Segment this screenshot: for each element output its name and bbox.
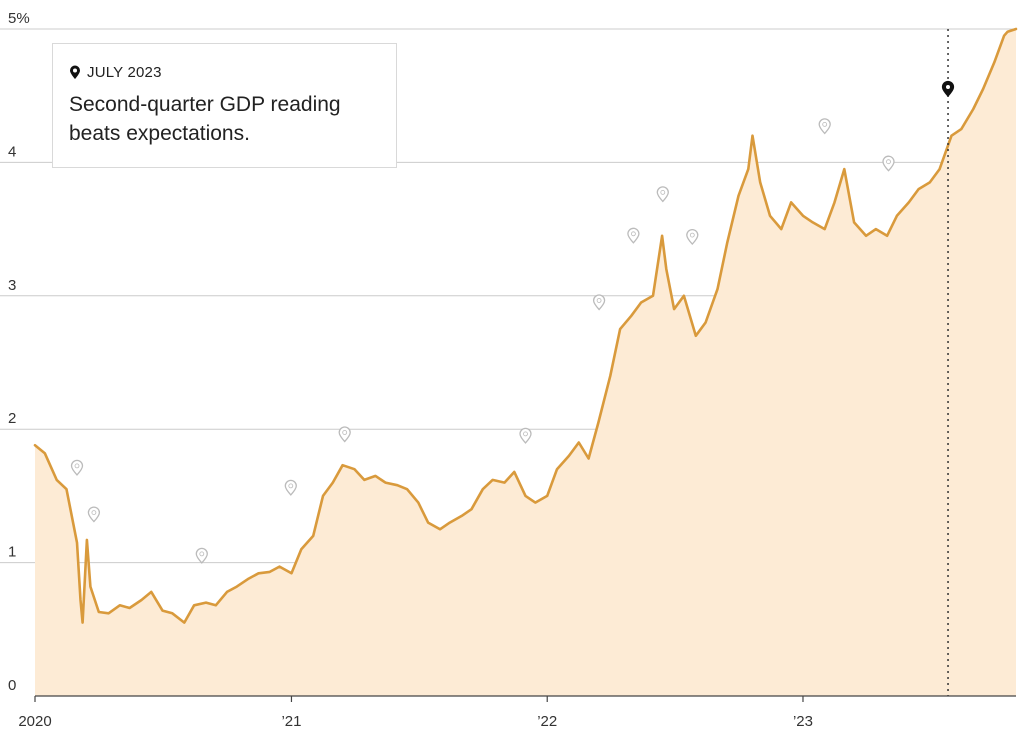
event-marker[interactable] (818, 118, 831, 135)
map-pin-dot (886, 159, 891, 165)
map-pin-dot (660, 189, 666, 195)
y-tick-label: 2 (8, 410, 16, 427)
series-line (33, 27, 1018, 624)
map-pin-dot (596, 298, 602, 303)
event-marker[interactable] (519, 427, 532, 444)
map-pin-dot (74, 463, 80, 469)
map-pin-dot (631, 231, 636, 237)
y-tick-label: 4 (8, 143, 16, 160)
location-pin-icon (70, 65, 80, 79)
map-pin-dot (689, 232, 695, 238)
event-marker[interactable] (195, 547, 208, 564)
y-tick-label: 5% (8, 10, 30, 27)
map-pin-dot (342, 430, 348, 435)
y-tick-label: 0 (8, 677, 16, 694)
map-pin-dot (946, 85, 950, 89)
x-tick-label: ’22 (537, 713, 557, 730)
annotation-callout: JULY 2023 Second-quarter GDP reading bea… (52, 43, 397, 168)
map-pin-dot (91, 510, 97, 515)
area-fill (35, 29, 1016, 696)
event-marker[interactable] (592, 294, 606, 311)
y-tick-label: 3 (8, 277, 16, 294)
event-marker[interactable] (284, 479, 297, 496)
event-marker[interactable] (656, 186, 669, 203)
event-marker[interactable] (70, 459, 84, 476)
annotation-date: JULY 2023 (87, 64, 162, 81)
map-pin-dot (199, 551, 205, 557)
event-marker[interactable] (338, 426, 351, 443)
y-tick-labels: 0 1 2 3 4 5% (8, 10, 30, 694)
map-pin-dot (523, 431, 528, 437)
series-line-path (33, 27, 1018, 624)
event-marker[interactable] (627, 227, 640, 244)
map-pin-dot (822, 122, 828, 127)
event-marker-active[interactable] (941, 80, 955, 97)
annotation-text: Second-quarter GDP reading beats expecta… (69, 93, 341, 145)
annotation-date-row: JULY 2023 (69, 64, 380, 81)
area-fill-shape (35, 29, 1016, 696)
y-tick-label: 1 (8, 544, 16, 561)
event-markers[interactable] (70, 80, 955, 564)
x-axis: 2020 ’21 ’22 ’23 (18, 695, 1016, 730)
event-marker[interactable] (87, 506, 101, 523)
x-tick-label: ’21 (281, 713, 301, 730)
x-tick-label: 2020 (18, 713, 51, 730)
event-marker[interactable] (882, 155, 895, 172)
map-pin-dot (288, 483, 294, 489)
x-tick-label: ’23 (793, 713, 813, 730)
event-marker[interactable] (686, 229, 699, 246)
